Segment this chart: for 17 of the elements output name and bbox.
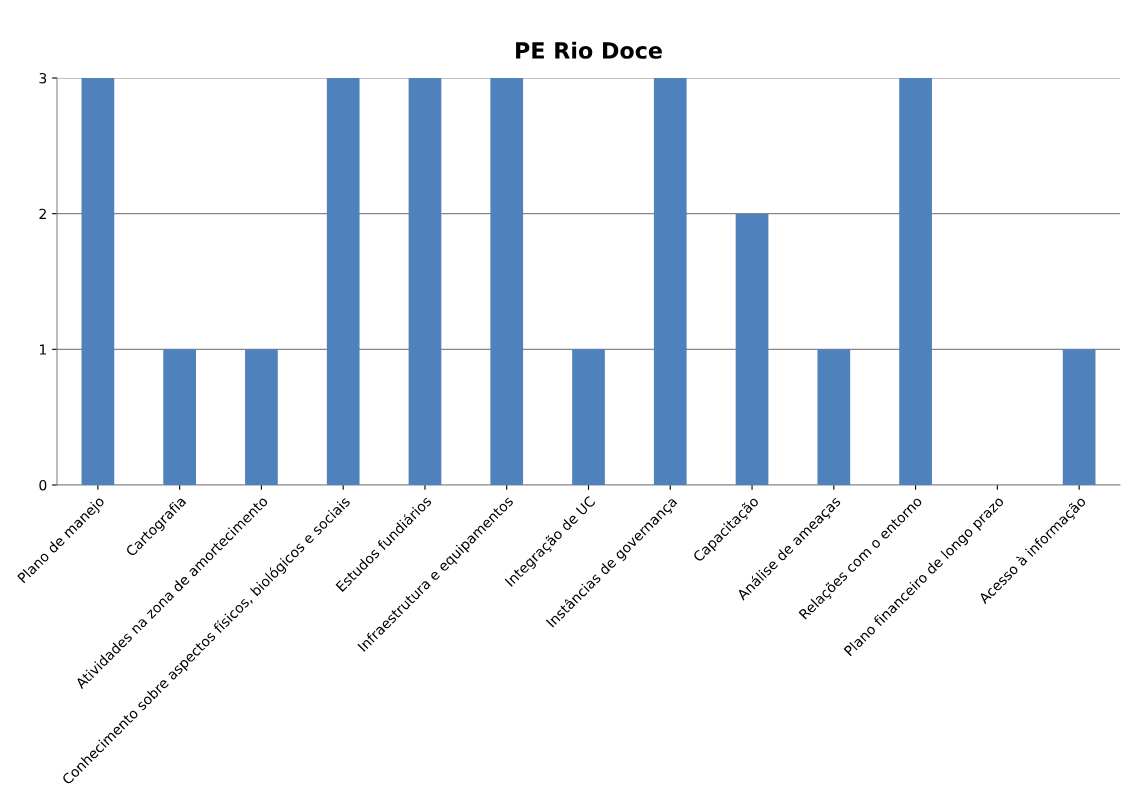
bar	[899, 78, 932, 485]
bar	[490, 78, 524, 485]
bar	[163, 349, 197, 485]
bar	[572, 349, 605, 485]
bar	[653, 78, 687, 485]
bar	[326, 78, 360, 485]
y-tick-label: 1	[39, 344, 46, 355]
y-tick-label: 3	[39, 72, 47, 84]
bar	[817, 349, 851, 485]
chart-title: PE Rio Doce	[516, 41, 662, 59]
y-tick-label: 2	[39, 208, 46, 219]
bar	[1062, 349, 1096, 485]
bar	[408, 78, 442, 485]
bar	[245, 349, 278, 485]
bar	[735, 213, 769, 485]
bar	[81, 78, 115, 485]
y-tick-label: 0	[39, 479, 47, 491]
